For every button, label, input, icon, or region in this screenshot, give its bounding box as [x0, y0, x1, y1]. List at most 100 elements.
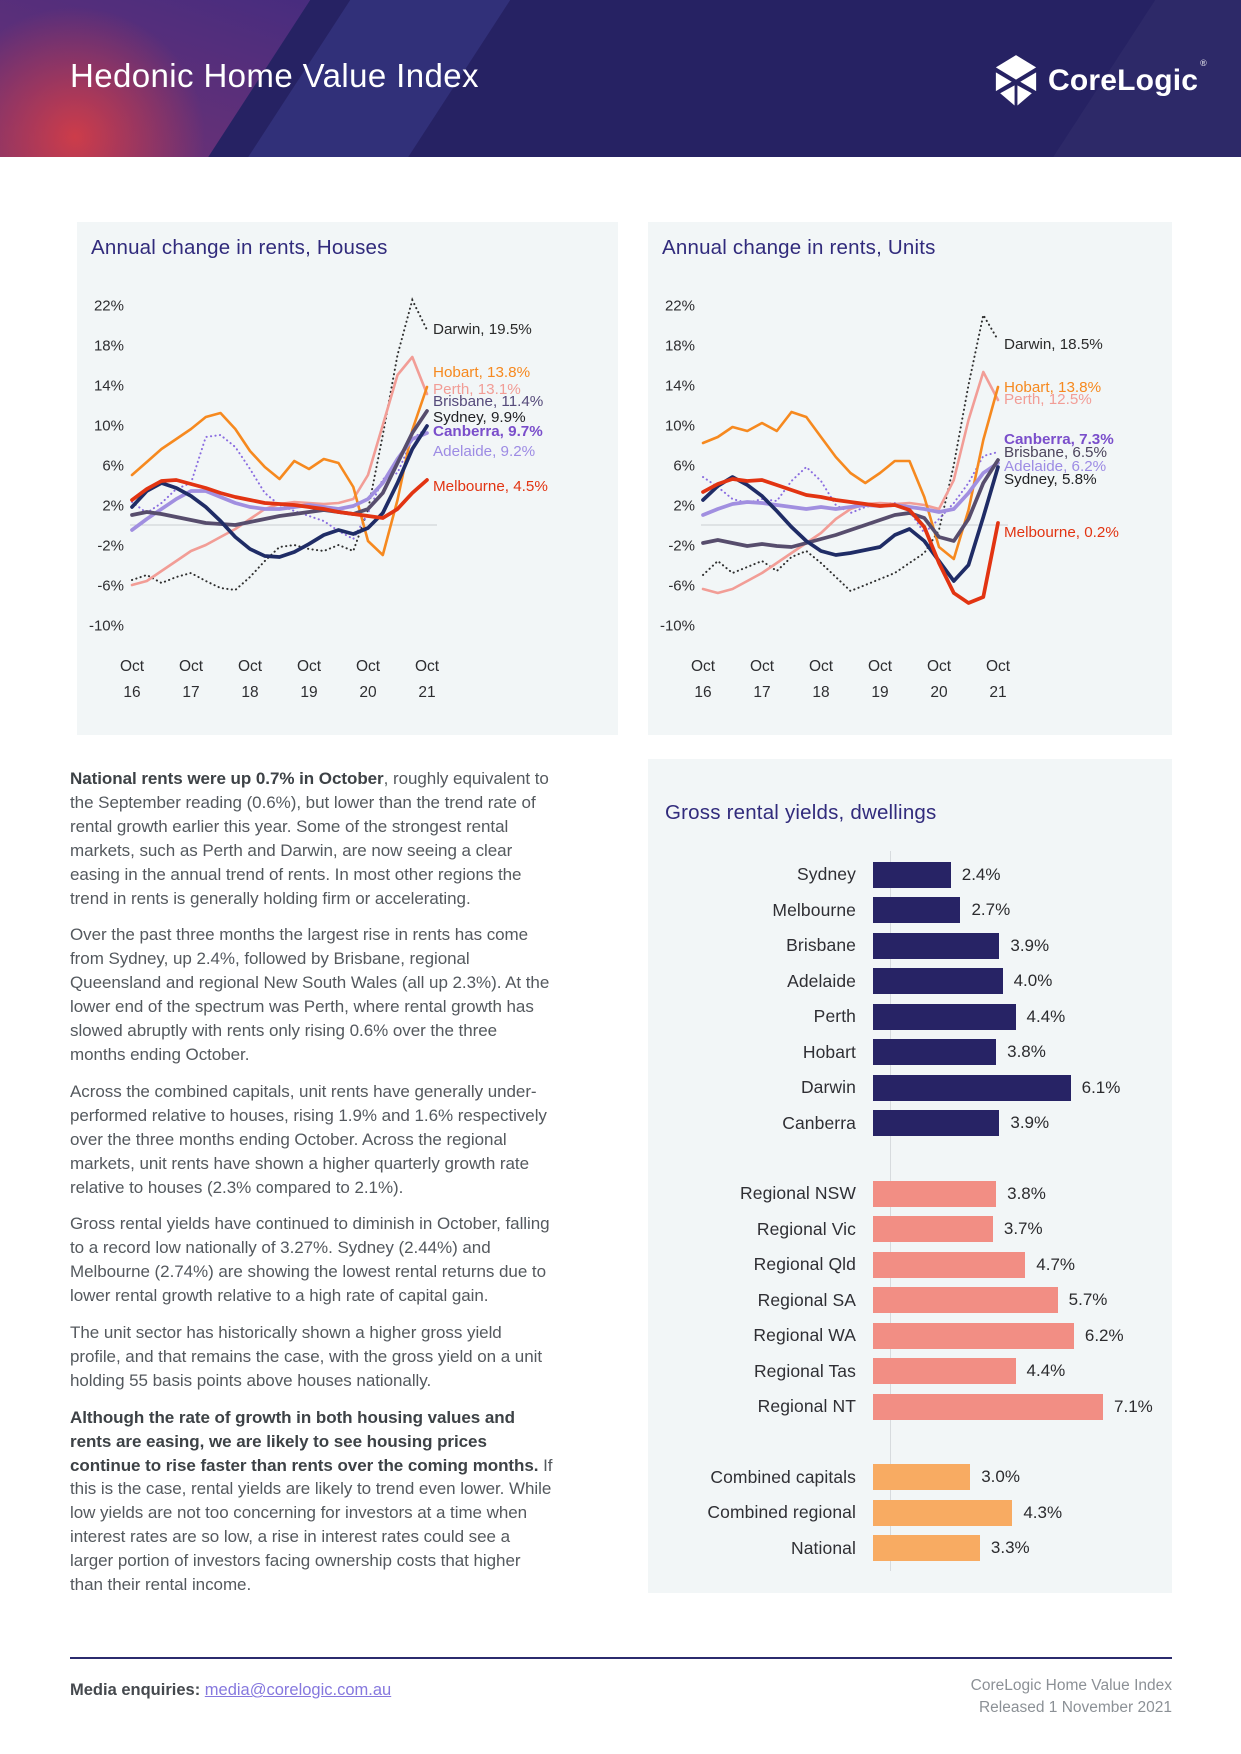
bar-row: Regional NT 7.1%	[648, 1389, 1172, 1425]
y-axis-tick: 18%	[94, 338, 124, 355]
yields-axis-line	[890, 851, 891, 1571]
adelaide-line	[701, 461, 1000, 517]
bar	[873, 897, 961, 924]
body-paragraph: Gross rental yields have continued to di…	[70, 1214, 550, 1306]
bar-row: Regional Vic 3.7%	[648, 1212, 1172, 1248]
bar-value-label: 2.7%	[971, 900, 1011, 920]
bar-category-label: Combined capitals	[710, 1466, 856, 1487]
bar	[873, 1251, 1026, 1278]
y-axis-tick: 10%	[665, 418, 695, 435]
adelaide-line	[130, 431, 429, 532]
bar-value-label: 3.0%	[981, 1467, 1020, 1487]
bar	[873, 932, 1000, 959]
body-paragraph: National rents were up 0.7% in October, …	[70, 769, 549, 908]
bar-row: Perth 4.4%	[648, 999, 1172, 1035]
body-paragraph: Across the combined capitals, unit rents…	[70, 1081, 547, 1197]
bar-category-label: Darwin	[800, 1077, 856, 1098]
melbourne-line	[130, 478, 429, 520]
bar	[873, 1287, 1058, 1314]
hobart-line	[701, 385, 1000, 561]
bar-row: Combined regional 4.3%	[648, 1495, 1172, 1531]
houses-chart-plot: 22% 18% 14% 10% 6% 2% -2% -6% -10% Oct 16 Oct 17 Oct 1…	[77, 222, 618, 735]
y-axis-tick: 22%	[665, 298, 695, 315]
x-axis-tick: Oct	[238, 658, 263, 675]
bar-row: Brisbane 3.9%	[648, 928, 1172, 964]
bar-category-label: Regional Qld	[753, 1254, 856, 1275]
bar-row: Regional SA 5.7%	[648, 1283, 1172, 1319]
bar	[873, 1180, 997, 1207]
hobart-line	[130, 385, 429, 557]
y-axis-tick: 6%	[673, 458, 695, 475]
bar-row: Regional NSW 3.8%	[648, 1176, 1172, 1212]
x-axis-tick: Oct	[297, 658, 322, 675]
page-title: Hedonic Home Value Index	[70, 57, 479, 94]
bar	[873, 1358, 1016, 1385]
x-axis-tick: Oct	[809, 658, 834, 675]
x-axis-tick: 17	[182, 684, 199, 701]
bar	[873, 1110, 1000, 1137]
bar-value-label: 3.8%	[1007, 1183, 1046, 1203]
y-axis-tick: -6%	[668, 578, 695, 595]
y-axis-tick: -6%	[97, 578, 124, 595]
bar	[873, 1322, 1074, 1349]
bar-row: Sydney 2.4%	[648, 857, 1172, 893]
bar	[873, 1216, 993, 1243]
bar-category-label: Adelaide	[787, 970, 856, 991]
bar-value-label: 4.0%	[1013, 971, 1053, 991]
bar-row: Regional Qld 4.7%	[648, 1247, 1172, 1283]
y-axis-tick: -2%	[668, 538, 695, 555]
sydney-line	[701, 465, 1000, 583]
bar-category-label: Regional SA	[757, 1289, 856, 1310]
y-axis-tick: -10%	[660, 618, 695, 635]
bar-row: Combined capitals 3.0%	[648, 1460, 1172, 1496]
x-axis-tick: Oct	[750, 658, 775, 675]
bar-row: Adelaide 4.0%	[648, 964, 1172, 1000]
y-axis-tick: 10%	[94, 418, 124, 435]
bar	[873, 861, 951, 888]
units-chart-title: Annual change in rents, Units	[662, 236, 936, 259]
houses-rent-chart-card: Annual change in rents, Houses 22% 18% 14%…	[77, 222, 618, 735]
bar	[873, 1393, 1104, 1420]
y-axis-tick: 14%	[665, 378, 695, 395]
bar-category-label: National	[790, 1537, 856, 1558]
x-axis-tick: 20	[930, 684, 948, 701]
yields-bars: Sydney 2.4% Melbourne 2.7% Brisbane 3.9% Adela…	[648, 857, 1172, 1566]
x-axis-tick: 17	[753, 684, 770, 701]
y-axis-tick: -2%	[97, 538, 124, 555]
bar-row: Hobart 3.8%	[648, 1035, 1172, 1071]
bar-value-label: 6.1%	[1081, 1077, 1121, 1097]
footer-publication-info: CoreLogic Home Value Index Released 1 No…	[971, 1675, 1172, 1718]
houses-chart-canvas: 22% 18% 14% 10% 6% 2% -2% -6% -10% Oct 16 Oct 17 Oct 1…	[89, 297, 440, 701]
yields-chart-title: Gross rental yields, dwellings	[665, 801, 937, 824]
bar-value-label: 2.4%	[961, 864, 1001, 884]
y-axis-tick: -10%	[89, 618, 124, 635]
bar-row: Regional WA 6.2%	[648, 1318, 1172, 1354]
x-axis-tick: 18	[812, 684, 829, 701]
houses-chart-title: Annual change in rents, Houses	[91, 236, 388, 259]
y-axis-tick: 14%	[94, 378, 124, 395]
registered-mark: ®	[1200, 58, 1207, 68]
canberra-line	[702, 451, 999, 535]
brisbane-line	[701, 458, 1000, 549]
x-axis-tick: 19	[871, 684, 888, 701]
x-axis-tick: Oct	[986, 658, 1011, 675]
x-axis-tick: 16	[123, 684, 140, 701]
y-axis-tick: 6%	[102, 458, 124, 475]
bar-category-label: Regional NSW	[740, 1183, 856, 1204]
body-paragraph: The unit sector has historically shown a…	[70, 1323, 543, 1390]
gross-yields-chart-card: Gross rental yields, dwellings Sydney 2.4…	[648, 759, 1172, 1593]
bar-group-combined: Combined capitals 3.0% Combined regional 4.…	[648, 1460, 1172, 1567]
bar-value-label: 5.7%	[1068, 1290, 1108, 1310]
y-axis-tick: 2%	[673, 498, 695, 515]
media-email-link[interactable]: media@corelogic.com.au	[204, 1681, 392, 1699]
darwin-line	[131, 297, 428, 592]
bar-category-label: Sydney	[797, 864, 856, 885]
bar-row: Melbourne 2.7%	[648, 893, 1172, 929]
x-axis-tick: 18	[241, 684, 258, 701]
bar-value-label: 3.9%	[1010, 935, 1050, 955]
bar-category-label: Combined regional	[707, 1502, 856, 1523]
x-axis-tick: Oct	[179, 658, 204, 675]
media-enquiries: Media enquiries: media@corelogic.com.au	[70, 1681, 391, 1700]
units-chart-canvas: 22% 18% 14% 10% 6% 2% -2% -6% -10% Oct 16 Oct 17 Oct 1…	[660, 298, 1011, 702]
